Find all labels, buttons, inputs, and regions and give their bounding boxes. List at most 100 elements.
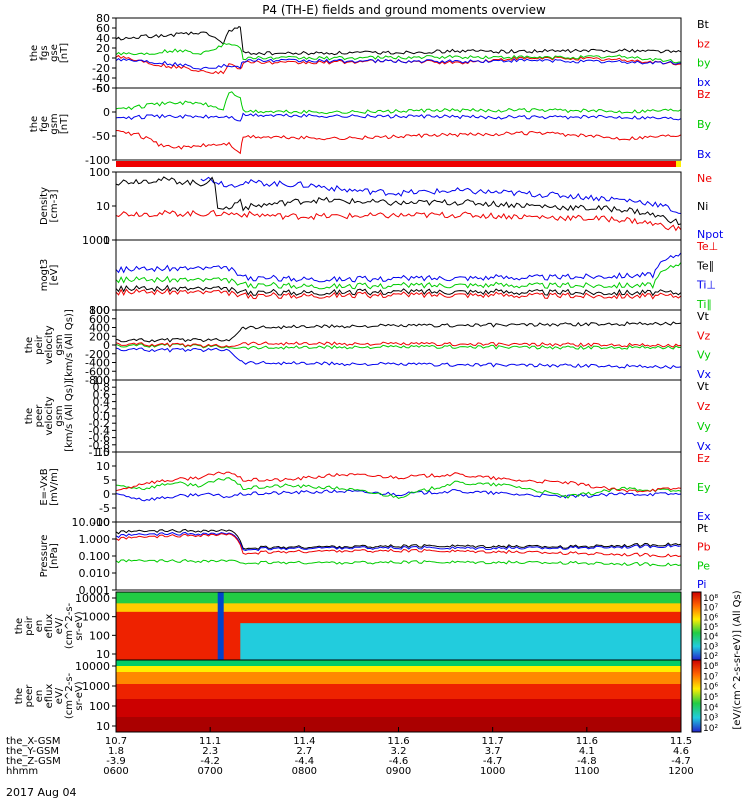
y-tick-label: 800 <box>89 304 110 317</box>
y-tick-label: 0.6 <box>93 388 111 401</box>
heatmap-spectrogram-peir <box>115 591 682 661</box>
y-axis-label: mogt3 [eV] <box>39 259 60 292</box>
y-axis-label-line: [mV/m] <box>49 468 60 506</box>
colorbar-label: 10⁷ <box>703 604 718 614</box>
y-axis-label-line: [km/s (All Qs)] <box>64 309 75 381</box>
legend-By: By <box>697 118 712 131</box>
y-tick-label: 10000 <box>75 592 110 605</box>
x-tick-label: 4.6 <box>673 746 689 757</box>
series-Te∥ <box>115 284 682 297</box>
heatmap-band <box>116 675 681 679</box>
x-tick-label: 1100 <box>574 766 599 777</box>
heatmap-band <box>116 637 681 641</box>
series-Npot <box>200 176 682 214</box>
legend-Ti⊥: Ti⊥ <box>696 279 716 292</box>
xaxis-row-label: hhmm <box>6 766 38 777</box>
y-tick-label: 15 <box>96 446 110 459</box>
heatmap-band <box>116 663 681 667</box>
y-axis-label: the peer en eflux eV/(cm^2-s-sr-eV) <box>14 672 85 719</box>
y-tick-label: -800 <box>85 374 110 387</box>
heatmap-band <box>116 592 681 596</box>
heatmap-band <box>116 678 681 682</box>
heatmap-band <box>116 690 681 694</box>
heatmap-band <box>116 648 681 652</box>
heatmap-band <box>116 600 681 604</box>
heatmap-band <box>116 657 681 661</box>
legend-Vy: Vy <box>697 420 711 433</box>
heatmap-band <box>116 645 681 650</box>
y-tick-label: -0.8 <box>89 439 110 452</box>
series-Ey <box>115 477 682 499</box>
heatmap-band <box>116 631 681 635</box>
heatmap-band <box>116 687 681 691</box>
x-tick-label: 11.5 <box>670 736 692 747</box>
series-Ti∥ <box>115 262 682 290</box>
x-tick-label: 3.2 <box>391 746 407 757</box>
legend-Vt: Vt <box>697 310 710 323</box>
y-axis-label-line: [nT] <box>59 43 70 63</box>
colorbar-1 <box>691 659 702 733</box>
y-axis-label-line: mogt3 <box>39 259 50 292</box>
x-tick-label: 0700 <box>197 766 222 777</box>
colorbar-label: 10² <box>703 724 718 734</box>
y-tick-label: 10 <box>96 648 110 661</box>
heatmap-band <box>116 708 681 712</box>
heatmap-band <box>116 628 681 633</box>
colorbar-label: 10⁵ <box>703 693 718 703</box>
colorbar-label: 10⁸ <box>703 594 718 604</box>
y-axis-label-line: [cm-3] <box>49 189 60 222</box>
y-axis-label-line: velocity <box>44 325 55 364</box>
y-axis-label-line: [km/s (All Qs)] <box>64 380 75 452</box>
y-tick-label: 200 <box>89 330 110 343</box>
heatmap-band <box>116 720 681 724</box>
series-by <box>115 42 682 64</box>
x-tick-label: 0900 <box>386 766 411 777</box>
legend-Npot: Npot <box>697 228 724 241</box>
y-tick-label: 80 <box>96 12 110 25</box>
y-axis-label-line: gsm <box>54 334 65 355</box>
heatmap-band <box>116 660 681 664</box>
y-axis-label-line: fge <box>39 116 50 132</box>
panel-bfield-fge: 50 0 -50 -100 the fge gsm [nT] Bz By Bx <box>29 82 712 167</box>
heatmap-band <box>116 651 681 655</box>
heatmap-band <box>116 611 681 616</box>
series-bz <box>115 54 682 75</box>
heatmap-spectrogram-peer <box>115 659 682 733</box>
y-tick-label: -0.6 <box>89 432 110 445</box>
quality-flag-bar-end <box>676 161 681 167</box>
legend-Pb: Pb <box>697 541 711 554</box>
y-axis-label-line: fgs <box>39 45 50 60</box>
legend-Pt: Pt <box>697 522 709 535</box>
series-Pe <box>115 559 682 567</box>
heatmap-band <box>116 654 681 658</box>
y-axis-label-line: E=-VxB <box>39 468 50 505</box>
y-axis-label: E=-VxB [mV/m] <box>39 468 60 506</box>
y-axis-label-line: sr-eV) <box>74 611 85 640</box>
y-tick-label: 400 <box>89 322 110 335</box>
y-tick-label: 100 <box>89 166 110 179</box>
heatmap-band <box>116 723 681 727</box>
y-axis-label-line: eflux <box>44 684 55 709</box>
heatmap-band <box>116 609 681 613</box>
xaxis-row-label: the_X-GSM <box>6 736 60 747</box>
x-tick-label: 11.6 <box>576 736 598 747</box>
x-tick-label: 11.4 <box>293 736 315 747</box>
heatmap-band <box>116 681 681 685</box>
heatmap-band <box>116 617 681 621</box>
series-Te⊥ <box>115 287 682 300</box>
y-axis-label-line: peir <box>24 615 35 635</box>
y-axis-label: Density [cm-3] <box>39 187 60 225</box>
series-Ex <box>115 489 682 502</box>
y-axis-label: Pressure [nPa] <box>39 535 60 578</box>
y-tick-label: 100 <box>89 304 110 317</box>
x-tick-label: -3.9 <box>106 756 126 767</box>
colorbar-label: 10⁴ <box>703 703 718 713</box>
legend-Ex: Ex <box>697 510 711 523</box>
y-tick-label: 0 <box>103 339 110 352</box>
y-axis-label-line: en <box>34 690 45 703</box>
y-axis-label-line: eflux <box>44 614 55 639</box>
y-tick-label: -0.4 <box>89 424 110 437</box>
y-axis-label-line: eV/ <box>54 687 65 704</box>
y-axis-label-line: [eV] <box>49 265 60 286</box>
